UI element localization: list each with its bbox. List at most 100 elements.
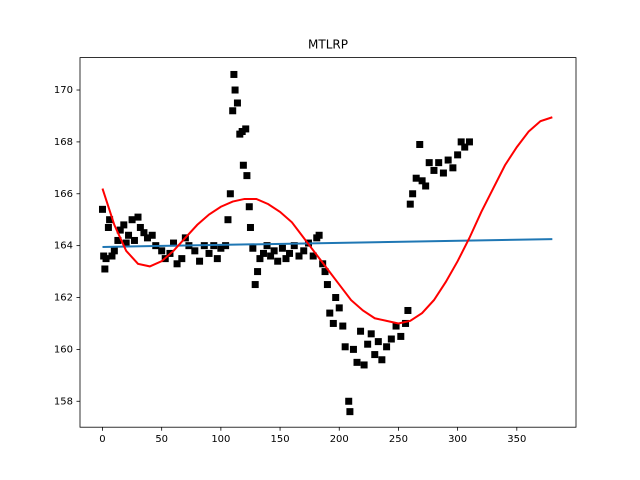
point [143,234,151,242]
point [114,236,122,244]
point [374,338,382,346]
point [233,99,241,107]
point [254,268,262,276]
point [278,244,286,252]
point [425,159,433,167]
point [238,128,246,136]
point [178,255,186,263]
point [173,260,181,268]
point [140,229,148,237]
point [383,343,391,351]
point [98,205,106,213]
point [217,244,225,252]
point [170,239,178,247]
point [104,223,112,231]
point [128,216,136,224]
x-tick-label: 250 [389,434,408,445]
x-tick-label: 50 [155,434,168,445]
point [196,257,204,265]
point [259,249,267,257]
point [315,231,323,239]
point [130,236,138,244]
point [101,265,109,273]
point [108,252,116,260]
point [256,255,264,263]
point [239,161,247,169]
point [364,340,372,348]
point [134,213,142,221]
point [335,304,343,312]
point [346,408,354,416]
point [339,322,347,330]
point [444,156,452,164]
point [270,247,278,255]
x-tick-label: 350 [507,434,526,445]
point [231,86,239,94]
y-tick-label: 162 [54,293,73,304]
point [102,255,110,263]
point [158,247,166,255]
point [106,216,114,224]
point [397,332,405,340]
point [226,190,234,198]
point [357,327,365,335]
point [402,319,410,327]
y-tick-label: 160 [54,344,73,355]
point [263,242,271,250]
point [213,255,221,263]
point [246,223,254,231]
point [224,216,232,224]
point [282,255,290,263]
point [406,200,414,208]
point [371,351,379,359]
point [422,182,430,190]
axes-frame [79,57,577,428]
point [435,159,443,167]
point [449,164,457,172]
point [267,252,275,260]
point [295,252,303,260]
point [332,294,340,302]
y-tick-label: 166 [54,189,73,200]
point [122,239,130,247]
chart-title: MTLRP [308,38,348,52]
point [116,226,124,234]
point [136,223,144,231]
point [461,143,469,151]
x-tick-label: 200 [330,434,349,445]
line [102,238,553,248]
point [387,335,395,343]
point [309,252,317,260]
x-tick-label: 300 [448,434,467,445]
point [249,244,257,252]
y-tick-label: 168 [54,137,73,148]
point [392,322,400,330]
point [321,268,329,276]
point [120,221,128,229]
point [430,166,438,174]
point [242,125,250,133]
point [205,249,213,257]
point [125,231,133,239]
point [110,247,118,255]
point [439,169,447,177]
point [349,345,357,353]
point [191,247,199,255]
point [251,281,259,289]
point [341,343,349,351]
point [412,174,420,182]
point [378,356,386,364]
point [230,70,238,78]
y-tick-label: 158 [54,396,73,407]
point [418,177,426,185]
x-tick-label: 0 [99,434,105,445]
point [367,330,375,338]
point [457,138,465,146]
point [245,203,253,211]
x-tick-label: 100 [211,434,230,445]
point [300,247,308,255]
point [326,309,334,317]
point [465,138,473,146]
y-tick-label: 164 [54,241,73,252]
